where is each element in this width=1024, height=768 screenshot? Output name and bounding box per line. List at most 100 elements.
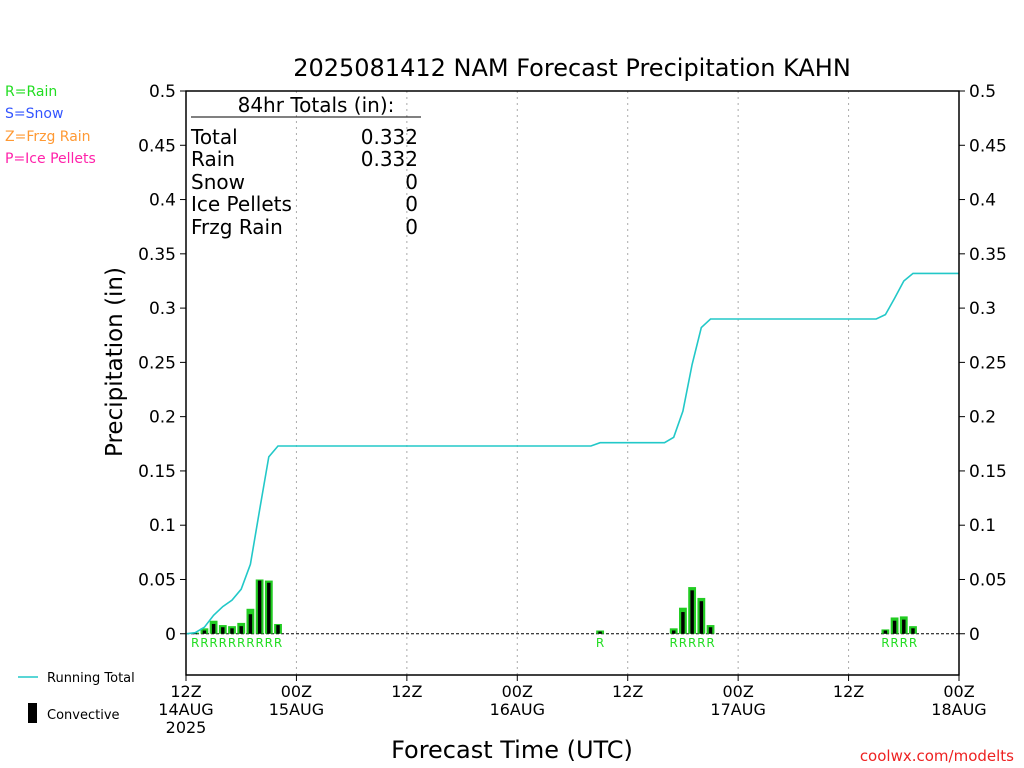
- convective-bar: [202, 630, 207, 634]
- plot-frame: [185, 90, 960, 676]
- precip-type-label: R: [890, 636, 898, 650]
- y-tick-label-right: 0.2: [969, 408, 996, 428]
- precip-type-label: R: [228, 636, 236, 650]
- convective-bar: [221, 627, 225, 634]
- y-tick-label-right: 0.45: [969, 136, 1007, 156]
- precip-type-label: R: [688, 636, 696, 650]
- totals-row-snow-value: 0: [405, 170, 418, 194]
- y-tick-label-right: 0.05: [969, 570, 1007, 590]
- precip-type-label: R: [255, 636, 263, 650]
- precip-type-label: R: [900, 636, 908, 650]
- convective-bar: [708, 627, 713, 634]
- precip-type-label: R: [265, 636, 273, 650]
- x-tick-label: 00Z: [722, 682, 753, 701]
- precip-type-label: R: [679, 636, 687, 650]
- totals-row-snow-label: Snow: [191, 170, 245, 194]
- y-tick-label-right: 0.5: [969, 82, 996, 102]
- x-tick-label: 2025: [166, 718, 207, 737]
- convective-bar: [699, 601, 704, 634]
- x-tick-label: 12Z: [170, 682, 201, 701]
- x-tick-label: 15AUG: [269, 700, 324, 719]
- precip-type-label: R: [246, 636, 254, 650]
- y-tick-label-right: 0.3: [969, 299, 996, 319]
- y-tick-label-left: 0.4: [149, 191, 176, 211]
- precip-type-label: R: [209, 636, 217, 650]
- y-tick-label-left: 0.05: [138, 570, 176, 590]
- totals-header: 84hr Totals (in):: [238, 93, 395, 117]
- totals-row-frzg-rain-label: Frzg Rain: [191, 215, 283, 239]
- y-tick-label-right: 0.4: [969, 191, 996, 211]
- convective-bar: [681, 612, 685, 634]
- x-tick-label: 00Z: [943, 682, 974, 701]
- x-tick-label: 14AUG: [158, 700, 213, 719]
- totals-box: 84hr Totals (in): Total 0.332 Rain 0.332…: [190, 93, 421, 239]
- x-tick-label: 12Z: [612, 682, 643, 701]
- y-tick-label-right: 0.15: [969, 462, 1007, 482]
- running-total-line: [185, 272, 959, 635]
- type-legend-ice-pellets: P=Ice Pellets: [5, 151, 96, 167]
- type-legend: R=Rain S=Snow Z=Frzg Rain P=Ice Pellets: [5, 84, 96, 167]
- convective-bar: [257, 580, 262, 634]
- convective-bar: [193, 633, 197, 635]
- convective-bar: [276, 625, 280, 634]
- type-legend-rain: R=Rain: [5, 84, 57, 100]
- running-total-legend-label: Running Total: [47, 671, 135, 686]
- convective-bar: [239, 626, 243, 634]
- precip-type-label: R: [706, 636, 714, 650]
- convective-bar: [690, 590, 694, 634]
- axis-layer: 0 00.05 0.050.1 0.10.15 0.150.2 0.20.25 0.250.…: [138, 82, 1007, 737]
- convective-bar: [230, 628, 234, 634]
- x-tick-label: 16AUG: [490, 700, 545, 719]
- precip-type-label: R: [200, 636, 208, 650]
- y-tick-label-left: 0.1: [149, 516, 176, 536]
- y-tick-label-left: 0: [165, 625, 176, 645]
- x-tick-label: 00Z: [281, 682, 312, 701]
- convective-bar: [598, 631, 602, 634]
- line-layer: [185, 272, 959, 635]
- y-tick-label-left: 0.45: [138, 136, 176, 156]
- x-tick-label: 00Z: [502, 682, 533, 701]
- type-legend-snow: S=Snow: [5, 106, 63, 122]
- convective-bar: [902, 619, 906, 634]
- totals-row-total-label: Total: [190, 125, 238, 149]
- x-tick-label: 12Z: [833, 682, 864, 701]
- totals-row-ice-pellets-label: Ice Pellets: [191, 192, 292, 216]
- y-tick-label-right: 0.35: [969, 245, 1007, 265]
- y-axis-label: Precipitation (in): [102, 267, 128, 457]
- convective-legend-swatch: [28, 703, 37, 723]
- chart-title: 2025081412 NAM Forecast Precipitation KA…: [293, 54, 851, 82]
- y-tick-label-left: 0.5: [149, 82, 176, 102]
- convective-bar: [267, 582, 271, 634]
- y-tick-label-right: 0.25: [969, 353, 1007, 373]
- type-legend-frzg-rain: Z=Frzg Rain: [5, 129, 91, 145]
- y-tick-label-left: 0.35: [138, 245, 176, 265]
- convective-bar: [248, 614, 253, 634]
- x-tick-label: 17AUG: [710, 700, 765, 719]
- totals-row-rain-label: Rain: [191, 147, 235, 171]
- y-tick-label-left: 0.15: [138, 462, 176, 482]
- precip-type-label: R: [909, 636, 917, 650]
- convective-bar: [911, 628, 915, 634]
- convective-bar: [672, 630, 676, 634]
- grid-layer: [186, 91, 959, 675]
- precip-type-label: R: [881, 636, 889, 650]
- convective-legend-label: Convective: [47, 708, 120, 723]
- precip-type-label: R: [219, 636, 227, 650]
- totals-row-ice-pellets-value: 0: [405, 192, 418, 216]
- precip-type-label: R: [596, 636, 604, 650]
- totals-row-total-value: 0.332: [361, 125, 418, 149]
- series-legend: Running Total Convective: [18, 671, 135, 723]
- y-tick-label-right: 0: [969, 625, 980, 645]
- convective-bar: [211, 623, 216, 634]
- credit-text: coolwx.com/modelts: [860, 747, 1014, 765]
- y-tick-label-left: 0.2: [149, 408, 176, 428]
- precip-type-label: R: [237, 636, 245, 650]
- x-axis-label: Forecast Time (UTC): [391, 736, 633, 764]
- precip-type-label: R: [274, 636, 282, 650]
- x-tick-label: 18AUG: [931, 700, 986, 719]
- totals-row-rain-value: 0.332: [361, 147, 418, 171]
- precip-type-label: R: [191, 636, 199, 650]
